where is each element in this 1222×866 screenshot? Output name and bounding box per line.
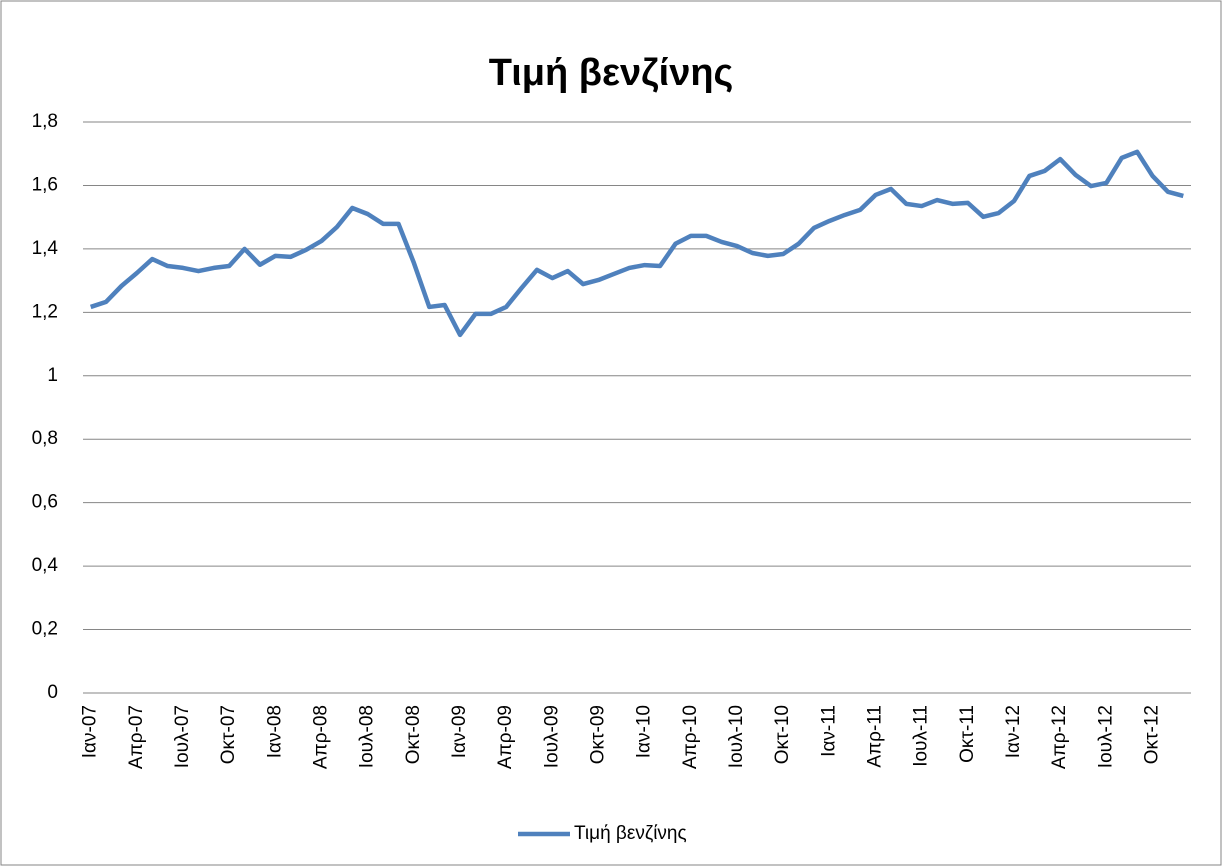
x-tick-label: Ιαν-11 [818, 705, 839, 757]
y-tick-label: 0,2 [32, 619, 58, 640]
x-tick-label: Ιουλ-10 [726, 705, 747, 768]
y-tick-label: 0,6 [32, 492, 58, 513]
x-tick-label: Οκτ-12 [1142, 705, 1163, 764]
x-tick-label: Ιαν-10 [634, 705, 655, 758]
y-tick-label: 1,6 [32, 174, 58, 195]
x-tick-label: Ιαν-12 [1003, 705, 1024, 758]
x-tick-label: Απρ-08 [311, 705, 332, 769]
x-tick-label: Οκτ-07 [218, 705, 239, 764]
x-tick-label: Οκτ-10 [772, 705, 793, 764]
chart-title: Τιμή βενζίνης [489, 52, 734, 94]
x-tick-label: Απρ-09 [495, 705, 516, 769]
x-tick-label: Ιουλ-12 [1095, 705, 1116, 768]
x-tick-label: Απρ-10 [680, 705, 701, 769]
y-tick-label: 1,8 [32, 111, 58, 132]
x-tick-label: Ιουλ-08 [357, 705, 378, 768]
x-tick-label: Απρ-07 [126, 705, 147, 769]
y-tick-label: 0,4 [32, 555, 59, 576]
x-tick-label: Ιαν-08 [264, 705, 285, 758]
x-tick-label: Οκτ-08 [403, 705, 424, 764]
x-tick-label: Οκτ-11 [957, 705, 978, 763]
x-tick-label: Απρ-12 [1049, 705, 1070, 769]
x-tick-label: Οκτ-09 [588, 705, 609, 764]
y-tick-label: 1 [47, 365, 58, 386]
x-tick-label: Ιουλ-09 [541, 705, 562, 768]
x-tick-label: Ιαν-07 [80, 705, 101, 758]
x-tick-label: Απρ-11 [865, 705, 886, 768]
x-tick-label: Ιαν-09 [449, 705, 470, 758]
y-tick-label: 1,2 [32, 301, 58, 322]
y-tick-label: 1,4 [32, 238, 59, 259]
data-line [89, 149, 1184, 338]
legend-label: Τιμή βενζίνης [574, 823, 687, 844]
y-tick-label: 0,8 [32, 428, 58, 449]
x-tick-label: Ιουλ-11 [911, 705, 932, 767]
y-tick-label: 0 [47, 682, 58, 703]
x-tick-label: Ιουλ-07 [172, 705, 193, 768]
